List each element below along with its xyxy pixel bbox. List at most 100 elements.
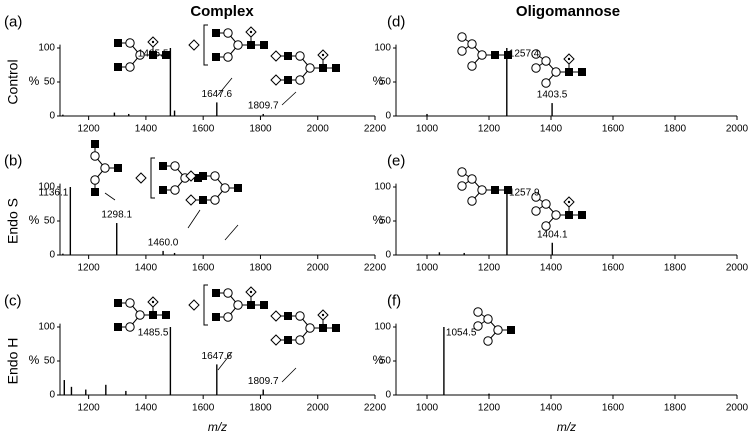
x-tick-label: 2200: [364, 403, 387, 414]
leader-line: [104, 192, 116, 201]
glcnac: [491, 186, 499, 194]
galactose: [135, 172, 147, 184]
glcnac: [114, 164, 122, 172]
glcnac: [332, 64, 340, 72]
x-tick-label: 1400: [135, 124, 158, 135]
mannose: [223, 52, 233, 62]
galactose: [188, 39, 200, 51]
fucose-dot: [151, 300, 155, 304]
glcnac: [247, 41, 255, 49]
y-tick-label: 0: [385, 390, 391, 401]
mannose: [90, 175, 100, 185]
leader-line: [217, 351, 233, 371]
glcnac: [114, 299, 122, 307]
mannose: [125, 38, 135, 48]
glcnac: [504, 51, 512, 59]
mannose: [531, 49, 541, 59]
y-tick-label: 50: [380, 77, 392, 88]
leader-line: [281, 367, 297, 383]
peak-label: 1404.1: [537, 229, 568, 240]
mannose: [541, 199, 551, 209]
mannose: [457, 167, 467, 177]
peak-label: 1403.5: [537, 90, 568, 101]
glcnac: [149, 311, 157, 319]
x-tick-label: 1800: [249, 124, 272, 135]
y-tick-label: 100: [38, 43, 55, 54]
x-tick-label: 2000: [307, 124, 330, 135]
x-tick-label: 1400: [540, 263, 563, 274]
y-tick-label: 0: [49, 111, 55, 122]
peak-label: 1257.4: [509, 49, 540, 60]
glcnac: [260, 41, 268, 49]
mannose: [223, 312, 233, 322]
x-tick-label: 1600: [192, 263, 215, 274]
row-label: Endo H: [5, 338, 21, 385]
glycan-bracket: [203, 284, 208, 326]
x-tick-label: 2000: [307, 263, 330, 274]
glycan: [473, 307, 515, 346]
mannose: [233, 300, 243, 310]
glcnac: [284, 312, 292, 320]
mannose: [477, 185, 487, 195]
x-tick-label: 1800: [664, 403, 687, 414]
leader-line: [217, 77, 233, 96]
galactose: [270, 74, 282, 86]
mannose: [100, 163, 110, 173]
y-axis-label: %: [29, 74, 40, 88]
glcnac: [565, 68, 573, 76]
fucose-dot: [249, 30, 253, 34]
glcnac: [578, 68, 586, 76]
mannose: [531, 63, 541, 73]
mannose: [457, 32, 467, 42]
x-tick-label: 2000: [726, 263, 749, 274]
mannose: [135, 50, 145, 60]
glcnac: [284, 52, 292, 60]
x-tick-label: 1600: [192, 124, 215, 135]
mannose: [135, 310, 145, 320]
glycan: [188, 24, 268, 66]
y-tick-label: 50: [44, 77, 56, 88]
mannose: [551, 210, 561, 220]
peak-label: 1460.0: [148, 238, 179, 249]
x-tick-label: 2200: [364, 124, 387, 135]
glcnac: [507, 326, 515, 334]
peak-label: 1647.6: [202, 89, 233, 100]
mannose: [467, 196, 477, 206]
fucose-dot: [567, 57, 571, 61]
x-tick-label: 1600: [602, 124, 625, 135]
fucose-dot: [321, 53, 325, 57]
x-tick-label: 1400: [135, 403, 158, 414]
peak-label: 1809.7: [248, 101, 279, 112]
x-tick-label: 1400: [540, 403, 563, 414]
mannose: [170, 161, 180, 171]
y-tick-label: 100: [374, 182, 391, 193]
mannose: [467, 61, 477, 71]
x-tick-label: 2000: [726, 124, 749, 135]
y-axis-label: %: [29, 353, 40, 367]
mannose: [467, 174, 477, 184]
peak-label: 1485.5: [138, 49, 169, 60]
mannose: [457, 46, 467, 56]
glcnac: [114, 39, 122, 47]
glycan: [270, 309, 340, 346]
mannose: [551, 67, 561, 77]
mannose: [295, 75, 305, 85]
glcnac: [114, 63, 122, 71]
x-axis-label: m/z: [557, 420, 576, 434]
x-tick-label: 1200: [478, 403, 501, 414]
panel-label: (d): [387, 14, 405, 31]
mannose: [473, 307, 483, 317]
glcnac: [162, 51, 170, 59]
glycan: [114, 36, 170, 72]
mannose: [210, 195, 220, 205]
glcnac: [91, 188, 99, 196]
glcnac: [212, 29, 220, 37]
y-axis-label: %: [29, 213, 40, 227]
glycan: [531, 192, 586, 231]
column-title: Complex: [190, 3, 254, 20]
mannose: [233, 40, 243, 50]
x-tick-label: 1000: [416, 263, 439, 274]
x-tick-label: 1600: [602, 403, 625, 414]
mannose: [125, 62, 135, 72]
